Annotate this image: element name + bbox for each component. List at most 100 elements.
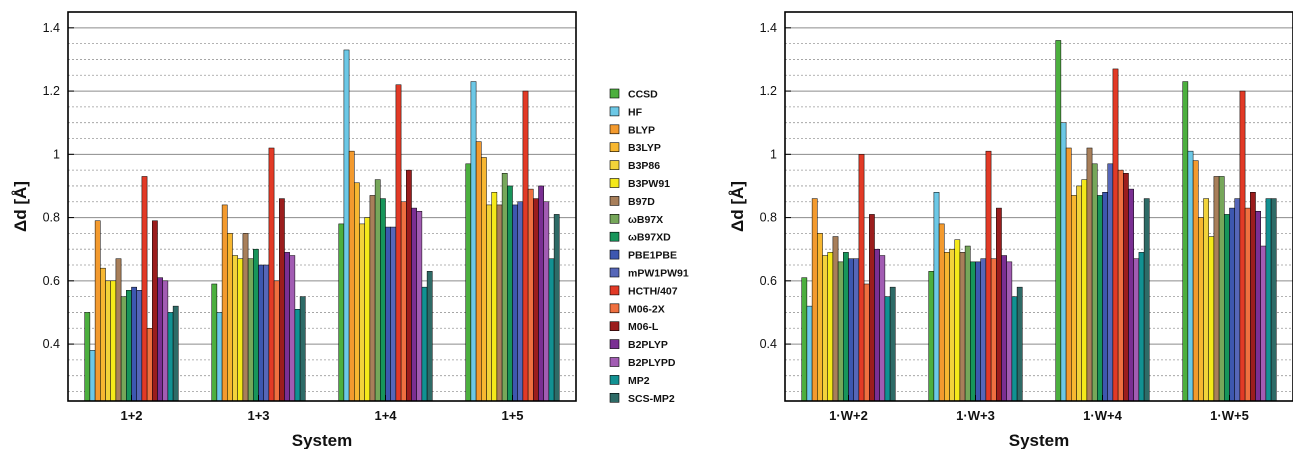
bar <box>162 280 169 402</box>
bar <box>879 255 886 402</box>
bar <box>263 264 270 402</box>
plot-frame <box>784 11 1293 402</box>
bar <box>465 163 472 402</box>
bar <box>273 280 280 402</box>
bar <box>237 258 244 402</box>
bar <box>369 195 376 402</box>
legend: CCSD HF BLYP B3LYP B3P86 B3PW91 B97D ωB97X ωB97X… <box>609 88 689 405</box>
bar <box>822 255 828 402</box>
bar <box>1138 252 1145 402</box>
y-axis-title: Δd [Å] <box>11 181 30 232</box>
legend-label: B97D <box>628 196 655 208</box>
bar <box>395 84 402 402</box>
bar <box>364 217 371 402</box>
bar <box>221 204 228 402</box>
bar <box>933 192 940 402</box>
legend-swatch <box>609 321 620 332</box>
bar <box>1112 68 1119 402</box>
legend-swatch <box>609 88 620 99</box>
bar <box>232 255 238 402</box>
bar <box>89 350 96 402</box>
bar <box>279 198 285 402</box>
bar <box>390 226 397 402</box>
bar <box>1255 210 1261 402</box>
bar <box>517 201 524 402</box>
bar <box>100 267 106 402</box>
bar <box>538 185 544 402</box>
bar <box>1213 176 1220 402</box>
x-tick-label: 1+3 <box>247 408 269 423</box>
y-tick-label: 0.8 <box>43 211 60 225</box>
bar <box>889 286 896 402</box>
bar <box>959 252 966 402</box>
legend-swatch <box>609 160 620 170</box>
legend-label: BLYP <box>628 124 655 136</box>
bar <box>1239 90 1246 402</box>
bar <box>1060 122 1067 402</box>
x-tick-label: 1+4 <box>374 408 397 423</box>
bar <box>247 258 254 402</box>
bar <box>416 210 423 402</box>
bar <box>1006 261 1013 402</box>
bar <box>284 252 290 402</box>
bar <box>949 248 955 402</box>
bar <box>1250 192 1256 402</box>
bar <box>1265 198 1272 402</box>
bar <box>253 248 259 402</box>
bar <box>1102 192 1108 402</box>
y-tick-label: 1 <box>770 147 777 161</box>
bar <box>1218 176 1225 402</box>
bar <box>543 201 550 402</box>
bar <box>985 150 992 402</box>
legend-swatch <box>609 142 620 152</box>
bar <box>126 290 132 402</box>
bar <box>1071 195 1077 402</box>
y-tick-label: 1.4 <box>43 21 60 35</box>
bar <box>359 223 365 402</box>
bar <box>289 255 296 402</box>
bar <box>1203 198 1209 402</box>
bar <box>848 258 854 402</box>
legend-swatch <box>609 214 620 224</box>
bar <box>954 239 961 402</box>
bar <box>299 296 306 402</box>
legend-swatch <box>609 249 620 260</box>
bar <box>837 261 844 402</box>
bar <box>1143 198 1150 402</box>
y-tick-label: 1.2 <box>43 84 60 98</box>
bar <box>1107 163 1114 402</box>
bar <box>1123 173 1129 402</box>
bar <box>1081 179 1088 402</box>
y-tick-label: 1 <box>53 147 60 161</box>
bar <box>486 204 492 402</box>
bar <box>110 280 117 402</box>
legend-label: SCS-MP2 <box>628 393 675 405</box>
bar <box>157 277 163 402</box>
bar <box>832 236 839 402</box>
bar <box>1097 195 1103 402</box>
bar <box>938 223 945 402</box>
legend-label: B2PLYPD <box>628 357 676 369</box>
bar <box>884 296 891 402</box>
x-tick-label: 1·W+3 <box>956 408 995 423</box>
bar <box>1091 163 1098 402</box>
legend-swatch <box>609 196 620 206</box>
chart-panel-2: 0.4 0.6 0.8 1 1.2 1.4 1·W+2 1·W+3 1·W+4 1·W+5 Syst… <box>728 11 1293 450</box>
bar <box>533 198 539 402</box>
bar <box>964 245 971 402</box>
x-tick-label: 1·W+4 <box>1083 408 1122 423</box>
bar <box>258 264 264 402</box>
bar <box>1011 296 1018 402</box>
bar <box>1065 147 1072 402</box>
bar <box>268 147 275 402</box>
bar <box>1224 214 1230 402</box>
bar <box>827 252 834 402</box>
bar <box>1187 150 1194 402</box>
bar <box>211 283 218 402</box>
legend-swatch <box>609 303 620 314</box>
legend-label: B3LYP <box>628 142 661 154</box>
legend-swatch <box>609 124 620 135</box>
legend-label: B3P86 <box>628 160 660 172</box>
bar <box>421 286 428 402</box>
